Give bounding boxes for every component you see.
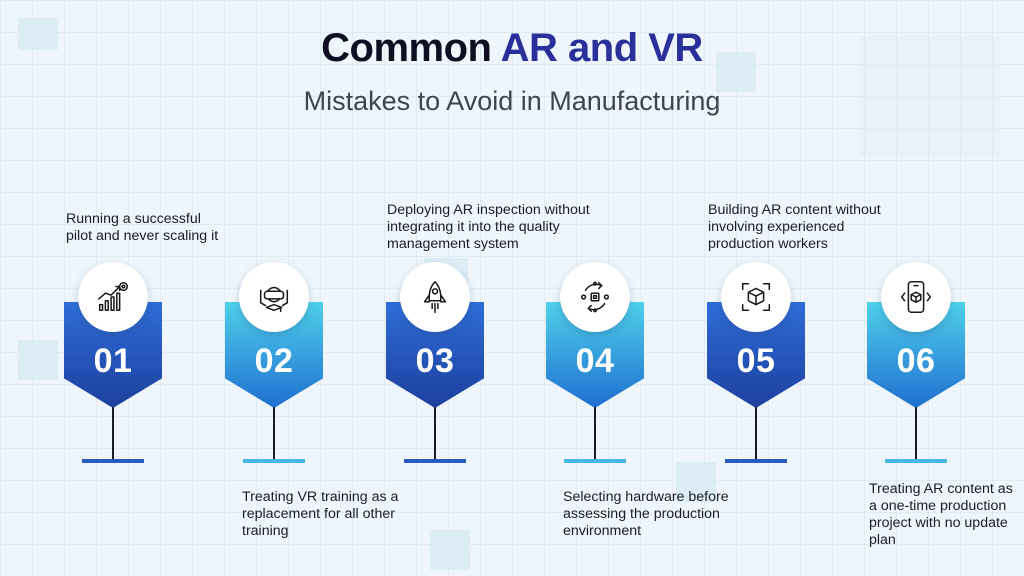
step-01: 01: [64, 0, 162, 576]
rocket-icon: [423, 281, 447, 313]
step-number: 04: [575, 342, 615, 380]
stem-line: [755, 407, 757, 460]
stem-base: [243, 459, 305, 463]
stem-line: [594, 407, 596, 460]
step-number: 01: [93, 342, 133, 380]
step-number: 05: [736, 342, 776, 380]
stem-base: [404, 459, 466, 463]
page-subtitle: Mistakes to Avoid in Manufacturing: [303, 86, 721, 116]
step-01-text: Running a successful pilot and never sca…: [66, 211, 219, 244]
page-title: Common AR and VR: [0, 26, 1024, 71]
background-tile: [430, 530, 470, 570]
stem-base: [885, 459, 947, 463]
stem-line: [915, 407, 917, 460]
vr-headset-graduate-icon: [259, 286, 289, 313]
ar-cube-scan-icon: [741, 282, 771, 312]
hardware-cycle-icon: [580, 281, 610, 313]
step-number: 02: [254, 342, 294, 380]
icon-circle: [560, 262, 630, 332]
step-04: 04: [546, 0, 644, 576]
title-part-1: Common: [321, 26, 501, 70]
growth-chart-gear-icon: [97, 281, 129, 312]
step-06-text: Treating AR content as a one-time produc…: [869, 481, 1013, 548]
step-04-text: Selecting hardware before assessing the …: [563, 489, 729, 539]
icon-circle: [400, 262, 470, 332]
background-tile: [860, 36, 1000, 156]
step-number: 03: [415, 342, 455, 380]
step-05: 05: [707, 0, 805, 576]
background-tile: [18, 340, 58, 380]
step-05-text: Building AR content without involving ex…: [708, 202, 881, 252]
icon-circle: [78, 262, 148, 332]
step-02-text: Treating VR training as a replacement fo…: [242, 489, 399, 539]
stem-base: [564, 459, 626, 463]
icon-circle: [239, 262, 309, 332]
stem-line: [273, 407, 275, 460]
stem-line: [434, 407, 436, 460]
icon-circle: [721, 262, 791, 332]
step-02: 02: [225, 0, 323, 576]
background-tile: [716, 52, 756, 92]
step-06: 06: [867, 0, 965, 576]
phone-ar-cube-icon: [900, 281, 932, 313]
title-accent: AR and VR: [500, 26, 704, 70]
step-03: 03: [386, 0, 484, 576]
step-number: 06: [896, 342, 936, 380]
background-tile: [18, 18, 58, 50]
step-03-text: Deploying AR inspection without integrat…: [387, 202, 590, 252]
icon-circle: [881, 262, 951, 332]
stem-line: [112, 407, 114, 460]
background-tile: [676, 462, 716, 502]
stem-base: [725, 459, 787, 463]
stem-base: [82, 459, 144, 463]
